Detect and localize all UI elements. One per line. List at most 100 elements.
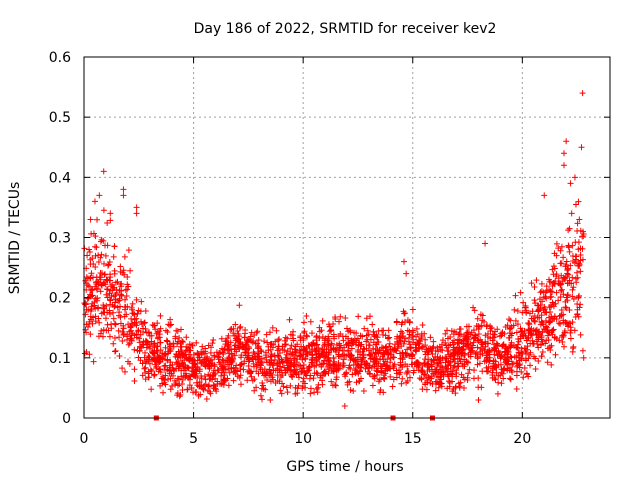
data-point [166,341,173,348]
data-point [399,375,406,382]
data-point [87,274,94,281]
data-point [495,379,502,386]
data-point [205,371,212,378]
data-point [319,317,326,324]
data-point [131,377,138,384]
data-point [95,304,102,311]
data-point [319,333,326,340]
data-point [313,362,320,369]
data-point [578,144,585,151]
data-point [126,360,133,367]
data-point [154,343,161,350]
data-point [483,323,490,330]
data-point [104,242,111,249]
data-point [475,323,482,330]
data-point [250,360,257,367]
data-point [248,373,255,380]
data-point [255,337,262,344]
data-point [568,210,575,217]
data-point [374,346,381,353]
data-point [225,355,232,362]
data-point [166,322,173,329]
data-point [179,381,186,387]
data-point [485,363,492,370]
data-point [521,345,528,352]
data-point [273,327,280,334]
data-point [146,360,153,367]
data-point [227,326,234,333]
data-point [543,328,550,335]
data-point [420,371,427,378]
data-point [291,363,298,370]
data-point [101,305,108,312]
data-point [371,356,378,363]
data-point [99,270,106,277]
data-point [513,368,520,375]
data-point [118,292,125,299]
data-point [147,366,154,373]
data-point [475,337,482,344]
data-point [468,347,475,354]
data-point [560,343,567,350]
data-point [199,343,206,350]
data-point [563,138,570,145]
data-point [544,332,551,339]
data-point [264,339,271,346]
data-point [95,333,102,340]
data-point [382,332,389,339]
data-point [207,349,214,356]
data-point [148,386,155,393]
data-point [192,364,199,371]
data-point [92,318,99,325]
data-point [111,303,118,310]
data-point [225,382,232,389]
data-point [560,150,567,157]
data-point [180,338,187,345]
data-point [259,382,266,389]
data-point [565,227,572,234]
data-point [137,331,144,338]
data-point [580,354,587,361]
data-point [281,364,288,371]
data-point [163,327,170,334]
data-point [512,317,519,324]
data-point [162,381,169,388]
data-point [275,343,282,350]
data-point [515,338,522,345]
data-point [418,332,425,339]
data-point [251,387,258,394]
data-point [276,336,283,343]
data-point [571,174,578,181]
data-point [557,293,564,300]
data-point [408,353,415,360]
data-point [525,326,532,333]
data-point [131,366,138,373]
data-point [577,268,584,275]
data-point [517,333,524,340]
data-point [221,345,228,352]
data-point [385,327,392,334]
data-point [558,272,565,279]
data-point [504,354,511,361]
data-point [120,186,127,193]
data-point [203,396,210,403]
data-point [119,269,126,276]
data-point [477,351,484,358]
data-point [239,344,246,351]
data-point [576,216,583,223]
data-point [504,348,511,355]
data-point [228,350,235,357]
data-point [230,377,237,384]
data-point [100,168,107,175]
data-point [371,375,378,382]
data-point [564,291,571,298]
data-point [249,377,256,384]
data-point [487,327,494,334]
data-point [263,331,270,338]
data-point [398,380,405,387]
data-point [548,293,555,300]
data-point [138,298,145,305]
data-point [377,362,384,369]
data-point [91,299,98,306]
data-point [470,304,477,311]
